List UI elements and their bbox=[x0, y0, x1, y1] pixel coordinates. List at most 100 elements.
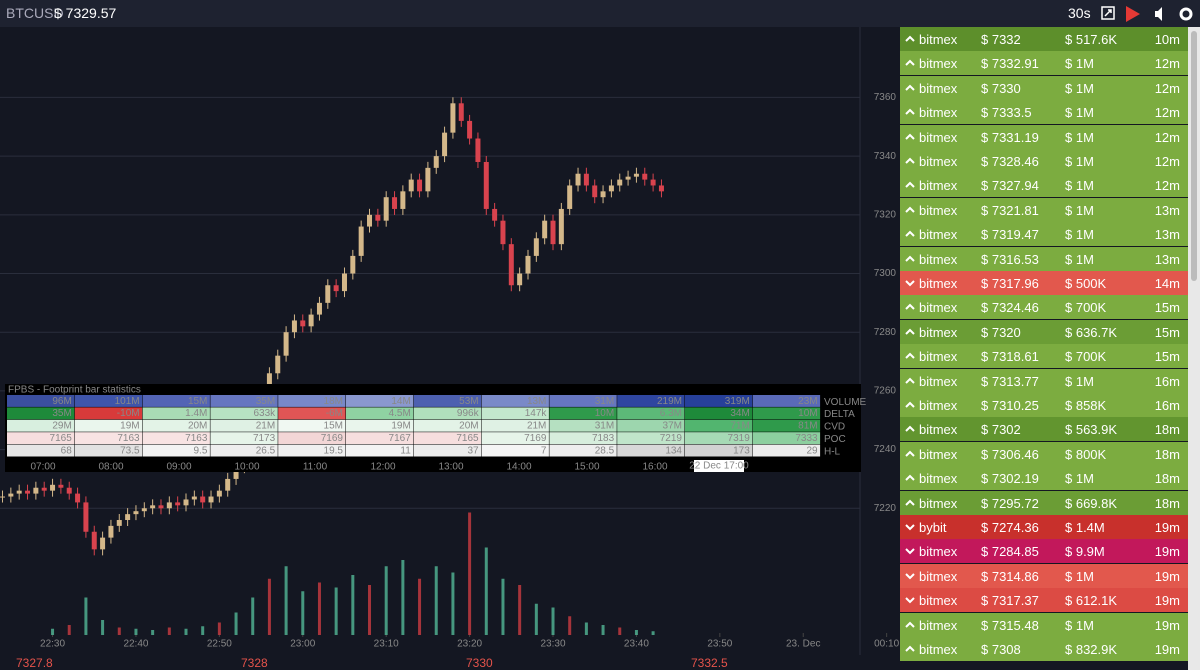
trade-amount: $ 1.4M bbox=[1065, 520, 1105, 535]
trade-row: bitmex $ 7308 $ 832.9K 19m bbox=[900, 637, 1188, 661]
table-cell bbox=[142, 419, 210, 432]
exchange: bitmex bbox=[919, 373, 958, 389]
trade-age: 13m bbox=[1154, 227, 1180, 243]
exchange: bitmex bbox=[919, 178, 958, 194]
side-arrow bbox=[905, 524, 915, 531]
interval[interactable]: 30s bbox=[1068, 5, 1091, 21]
volume-bar bbox=[234, 612, 238, 635]
y-tick-label: 7320 bbox=[874, 209, 897, 220]
row-label: H-L bbox=[824, 446, 841, 457]
trade-amount: $ 1M bbox=[1065, 251, 1094, 267]
volume-bar bbox=[351, 575, 355, 635]
exchange: bitmex bbox=[919, 251, 958, 267]
trade-age: 12m bbox=[1154, 154, 1180, 169]
exchange: bybit bbox=[919, 520, 947, 535]
cell-value: 14M bbox=[391, 396, 410, 407]
candle bbox=[358, 226, 364, 256]
exchange: bitmex bbox=[919, 398, 958, 413]
trade-amount: $ 1M bbox=[1065, 80, 1094, 96]
cell-value: 134 bbox=[665, 445, 682, 456]
volume-bar bbox=[84, 597, 88, 635]
cell-value: 1.4M bbox=[185, 408, 207, 419]
cell-value: 7163 bbox=[185, 433, 208, 444]
trade-amount: $ 1M bbox=[1065, 373, 1094, 389]
candle bbox=[608, 185, 614, 192]
y-tick-label: 7280 bbox=[874, 327, 897, 338]
exchange: bitmex bbox=[919, 80, 958, 96]
exchange: bitmex bbox=[919, 642, 958, 657]
trade-age: 12m bbox=[1154, 56, 1180, 72]
volume-bar bbox=[101, 620, 105, 635]
trade-price: $ 7317.96 bbox=[981, 276, 1039, 291]
x-tick-label: 00:10 bbox=[874, 639, 899, 650]
candle bbox=[33, 487, 39, 494]
candle bbox=[283, 332, 289, 356]
table-cell bbox=[413, 407, 482, 420]
trade-row: bitmex $ 7320 $ 636.7K 15m bbox=[900, 319, 1188, 344]
candle bbox=[116, 520, 122, 526]
exchange: bitmex bbox=[919, 129, 958, 145]
table-cell bbox=[752, 407, 821, 420]
table-cell bbox=[7, 395, 75, 407]
trade-price: $ 7308 bbox=[981, 642, 1021, 657]
candle bbox=[333, 285, 339, 292]
side-arrow bbox=[905, 597, 915, 604]
cell-value: 34M bbox=[730, 408, 749, 419]
cell-value: 81M bbox=[798, 421, 817, 432]
x-tick-label: 23:20 bbox=[457, 639, 482, 650]
table-cell bbox=[481, 419, 549, 432]
trade-age: 19m bbox=[1154, 544, 1180, 560]
exchange: bitmex bbox=[919, 154, 958, 169]
trade-row: bitmex $ 7306.46 $ 800K 18m bbox=[900, 441, 1188, 466]
trade-price: $ 7315.48 bbox=[981, 617, 1039, 633]
exchange: bitmex bbox=[919, 32, 958, 47]
candle bbox=[325, 285, 331, 303]
trade-row: bitmex $ 7332 $ 517.6K 10m bbox=[900, 27, 1188, 51]
volume-bar bbox=[167, 627, 171, 635]
table-time: 09:00 bbox=[166, 462, 191, 473]
candle bbox=[16, 490, 22, 494]
table-cell bbox=[685, 395, 753, 407]
cell-value: 28.5 bbox=[595, 445, 615, 456]
toolbar-icons[interactable] bbox=[1100, 5, 1196, 23]
side-arrow bbox=[905, 401, 915, 408]
candle bbox=[175, 502, 181, 506]
table-cell bbox=[346, 419, 414, 432]
table-time: 10:00 bbox=[234, 462, 259, 473]
candle bbox=[508, 244, 514, 286]
trade-price: $ 7320 bbox=[981, 324, 1021, 340]
trade-amount: $ 800K bbox=[1065, 446, 1107, 462]
exchange: bitmex bbox=[919, 446, 958, 462]
trade-age: 18m bbox=[1154, 495, 1180, 511]
cell-value: 19M bbox=[391, 421, 410, 432]
table-cell bbox=[617, 407, 685, 420]
cell-value: 21M bbox=[256, 421, 275, 432]
volume-bar bbox=[134, 628, 138, 635]
trade-price: $ 7319.47 bbox=[981, 227, 1039, 243]
trade-price: $ 7330 bbox=[981, 80, 1021, 96]
y-tick-label: 7260 bbox=[874, 386, 897, 397]
exchange-price: 7330 bbox=[466, 656, 493, 670]
table-cell bbox=[142, 407, 210, 420]
candle bbox=[492, 208, 498, 221]
table-cell bbox=[210, 419, 278, 432]
trade-price: $ 7302.19 bbox=[981, 471, 1039, 487]
scrollbar[interactable] bbox=[1188, 27, 1200, 670]
candle bbox=[450, 103, 456, 133]
exchange: bitmex bbox=[919, 617, 958, 633]
volume-bar bbox=[368, 585, 372, 635]
exchange-price: 7327.8 bbox=[16, 656, 53, 670]
table-cell bbox=[685, 432, 753, 445]
trade-age: 18m bbox=[1154, 446, 1180, 462]
candle bbox=[533, 238, 539, 256]
table-time: 13:00 bbox=[438, 462, 463, 473]
cell-value: 173 bbox=[733, 445, 750, 456]
candle bbox=[200, 496, 206, 503]
candle bbox=[166, 502, 172, 509]
trade-age: 18m bbox=[1154, 422, 1180, 438]
cell-value: 20M bbox=[459, 421, 478, 432]
table-cell bbox=[142, 395, 210, 407]
side-arrow bbox=[905, 280, 915, 287]
scroll-thumb[interactable] bbox=[1191, 31, 1197, 281]
candle bbox=[383, 197, 389, 221]
